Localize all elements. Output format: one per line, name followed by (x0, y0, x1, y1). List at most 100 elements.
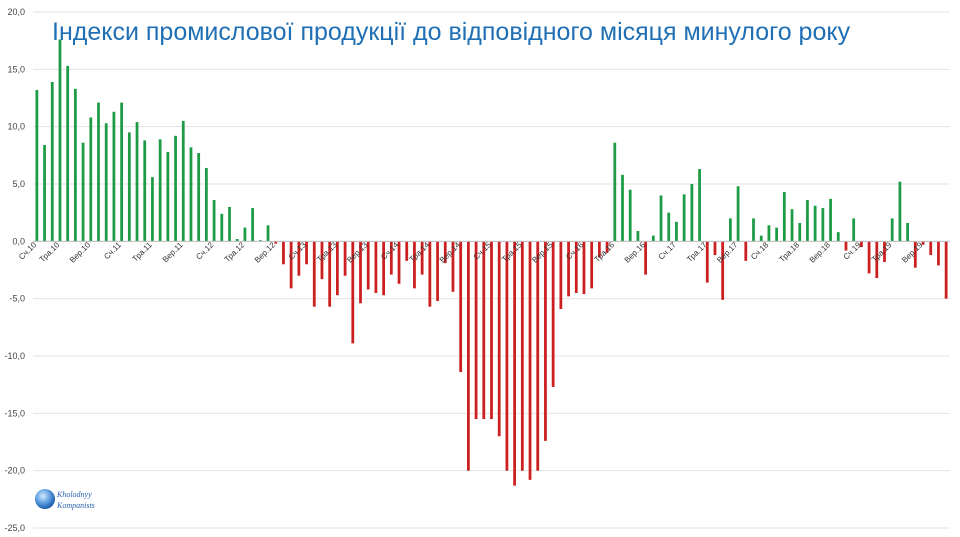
bar (359, 241, 362, 304)
logo-line-2: Kompanists (56, 501, 95, 510)
bar (343, 241, 347, 276)
bar (151, 177, 154, 242)
bar (944, 241, 948, 299)
bar (744, 241, 748, 261)
y-tick-label: -15,0 (4, 408, 25, 418)
x-tick-label: Тра.13 (315, 240, 339, 264)
bar-series (35, 39, 948, 486)
bar (767, 225, 771, 242)
bar (143, 140, 147, 242)
bar (667, 212, 671, 242)
y-tick-label: -25,0 (4, 523, 25, 533)
bar (312, 241, 316, 307)
bar (937, 241, 940, 266)
y-tick-label: 10,0 (7, 122, 25, 132)
bar (73, 88, 77, 242)
bar (551, 241, 555, 387)
bar (212, 200, 216, 242)
bar (66, 65, 70, 242)
x-tick-label: Тра.12 (223, 240, 247, 264)
bar (590, 241, 594, 289)
x-tick-label: Вер.13 (345, 240, 370, 265)
chart-title: Індекси промислової продукції до відпові… (52, 18, 851, 46)
bar (621, 174, 624, 242)
bar (220, 213, 224, 242)
x-tick-label: Тра.19 (870, 240, 894, 264)
bar (35, 89, 39, 242)
x-tick-label: Тра.18 (777, 240, 801, 264)
bar (613, 142, 617, 242)
bar (721, 241, 725, 300)
bar (282, 241, 285, 265)
bar (898, 181, 902, 242)
bar (728, 218, 732, 242)
x-tick-label: Тра.14 (408, 240, 432, 264)
y-tick-label: 5,0 (12, 179, 25, 189)
bar (929, 241, 933, 256)
bar (759, 235, 763, 242)
globe-icon (35, 489, 55, 509)
x-tick-label: Тра.11 (131, 240, 155, 264)
bar (166, 151, 170, 242)
bar (197, 153, 201, 242)
bar (659, 195, 663, 242)
bar (906, 222, 910, 242)
bar (790, 209, 794, 242)
bar (913, 241, 917, 268)
bar (235, 239, 239, 242)
bar (775, 227, 779, 242)
bar (544, 241, 547, 441)
y-tick-label: 0,0 (12, 236, 25, 246)
bar (705, 241, 709, 283)
bar (374, 241, 378, 293)
bar (875, 241, 879, 279)
bar (582, 241, 586, 295)
bar (821, 208, 825, 242)
bar (644, 241, 648, 275)
bar (89, 117, 93, 242)
x-tick-label: Вер.14 (438, 240, 463, 265)
bar (859, 241, 863, 248)
bar (251, 208, 255, 242)
bar (420, 241, 424, 275)
bar (443, 241, 447, 264)
bar (852, 218, 856, 242)
bar (651, 235, 655, 242)
logo: Kholodnyy Kompanists (35, 489, 95, 510)
y-tick-label: 20,0 (7, 7, 25, 17)
bar (798, 222, 802, 242)
bar (829, 198, 832, 242)
bar (335, 241, 339, 296)
bar (628, 189, 632, 242)
bar (520, 241, 524, 471)
bar (58, 39, 62, 242)
x-tick-label: Тра.17 (685, 240, 709, 264)
bar (782, 192, 786, 242)
bar (813, 205, 817, 242)
bar (112, 111, 116, 242)
bar (536, 241, 540, 471)
bar (482, 241, 486, 420)
y-axis-tick-labels: 20,0 15,0 10,0 5,0 0,0 -5,0 -10,0 -15,0 -20,0 -25… (4, 7, 25, 533)
x-tick-label: Тра.15 (500, 240, 524, 264)
x-tick-label: Вер.17 (715, 240, 740, 265)
bar (490, 241, 493, 420)
bar (413, 241, 416, 289)
bar (228, 206, 231, 242)
bar (297, 241, 301, 276)
bar (389, 241, 393, 275)
x-tick-label: Вер.19 (900, 240, 925, 265)
y-tick-label: -5,0 (9, 294, 25, 304)
bar (836, 232, 840, 242)
x-tick-label: Вер.18 (808, 240, 833, 265)
bar (505, 241, 509, 471)
bar (405, 241, 409, 261)
x-axis-tick-labels: Сч.10 Тра.10 Вер.10 Сч.11 Тра.11 Вер.11 Сч.12 Т… (17, 240, 925, 265)
bar (844, 241, 848, 251)
x-tick-label: Вер.15 (530, 240, 555, 265)
y-tick-label: -20,0 (4, 466, 25, 476)
bar (158, 139, 162, 242)
bar (189, 147, 193, 242)
bar (181, 120, 185, 242)
